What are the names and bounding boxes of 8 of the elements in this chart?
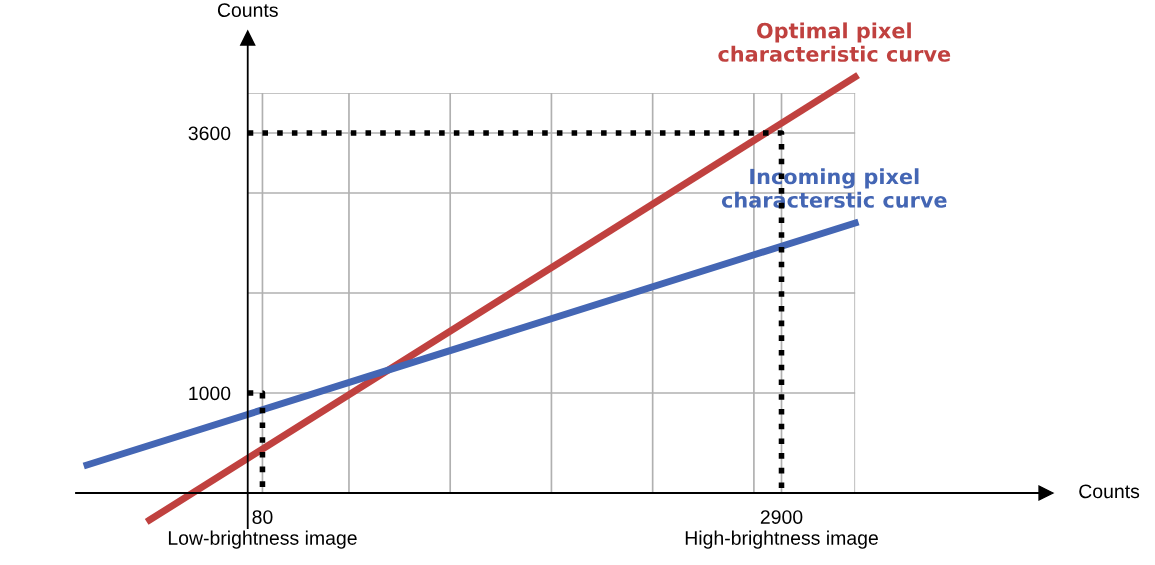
x-tick-label: 2900 High-brightness image — [685, 510, 878, 549]
series-label: Incoming pixel characterstic curve — [721, 168, 947, 208]
series-label: Optimal pixel characteristic curve — [718, 22, 951, 62]
y-axis-title: Counts — [217, 3, 278, 18]
x-tick-label: 80 Low-brightness image — [168, 510, 357, 549]
x-axis-title: Counts — [1079, 484, 1140, 499]
y-tick-label: 3600 — [188, 126, 231, 141]
y-tick-label: 1000 — [189, 386, 231, 401]
